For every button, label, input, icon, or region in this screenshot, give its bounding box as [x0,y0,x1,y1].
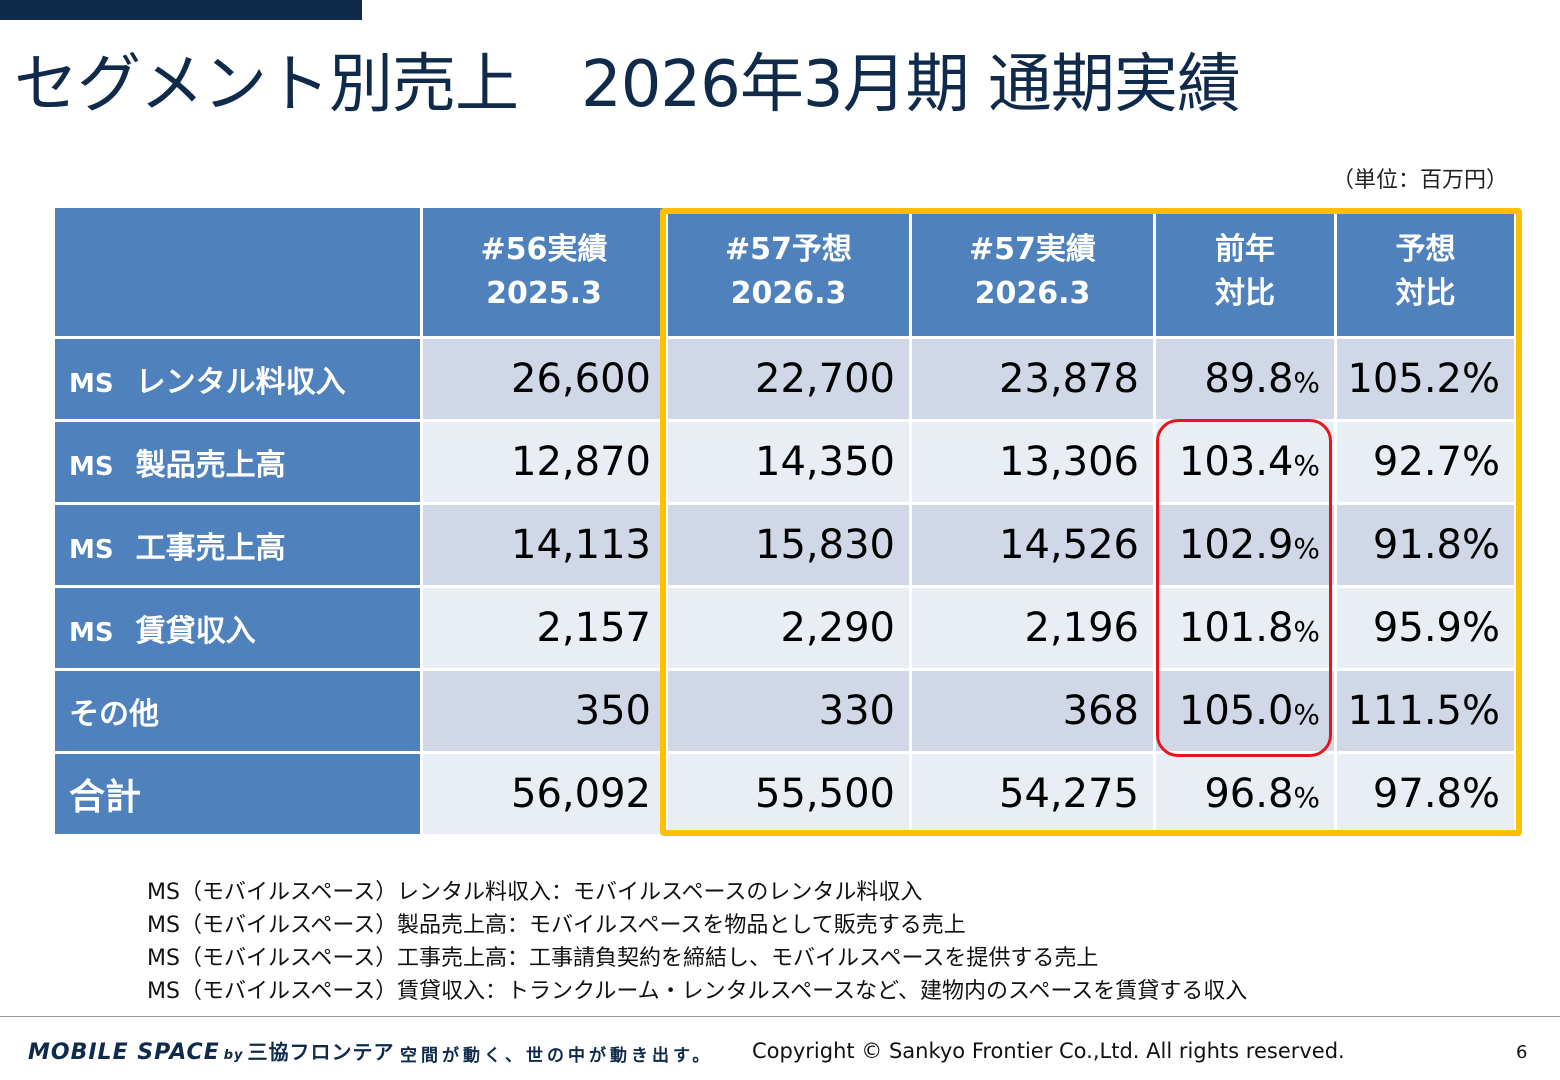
table-row: MS 工事売上高 14,113 15,830 14,526 102.9% 91.8… [55,502,1517,585]
cell-56-actual: 2,157 [423,585,668,668]
cell-57-actual: 368 [912,668,1156,751]
cell-yoy: 101.8% [1156,585,1337,668]
cell-57-actual: 2,196 [912,585,1156,668]
table-header-row: #56実績 2025.3 #57予想 2026.3 #57実績 2026.3 前年 対比… [55,208,1517,336]
table-row: MS 賃貸収入 2,157 2,290 2,196 101.8% 95.9% [55,585,1517,668]
top-accent-bar [0,0,362,20]
table-row: MS 製品売上高 12,870 14,350 13,306 103.4% 92.7… [55,419,1517,502]
cell-57-forecast: 55,500 [668,751,912,834]
page-number: 6 [1516,1042,1528,1063]
header-yoy: 前年 対比 [1156,208,1337,336]
footnote-item: MS（モバイルスペース）製品売上高：モバイルスペースを物品として販売する売上 [147,913,966,938]
header-57-forecast: #57予想 2026.3 [668,208,912,336]
cell-57-actual: 13,306 [912,419,1156,502]
cell-57-forecast: 14,350 [668,419,912,502]
company-logo: MOBILE SPACE by 三協フロンテア [28,1040,395,1065]
copyright: Copyright © Sankyo Frontier Co.,Ltd. All… [752,1039,1345,1063]
row-label: MS 工事売上高 [55,502,423,585]
cell-57-actual: 23,878 [912,336,1156,419]
cell-57-actual: 54,275 [912,751,1156,834]
cell-vs-forecast: 91.8% [1337,502,1517,585]
cell-56-actual: 14,113 [423,502,668,585]
footnotes: MS（モバイルスペース）レンタル料収入：モバイルスペースのレンタル料収入 MS（… [147,876,1247,1008]
page-title: セグメント別売上 2026年3月期 通期実績 [14,48,1241,122]
cell-57-forecast: 2,290 [668,585,912,668]
cell-57-forecast: 330 [668,668,912,751]
footnote-item: MS（モバイルスペース）工事売上高：工事請負契約を締結し、モバイルスペースを提供… [147,946,1099,971]
cell-57-forecast: 15,830 [668,502,912,585]
cell-yoy: 105.0% [1156,668,1337,751]
slogan: 空間が動く、世の中が動き出す。 [400,1046,714,1066]
table-row: その他 350 330 368 105.0% 111.5% [55,668,1517,751]
cell-56-actual: 56,092 [423,751,668,834]
header-vs-forecast: 予想 対比 [1337,208,1517,336]
header-56-actual: #56実績 2025.3 [423,208,668,336]
footnote-item: MS（モバイルスペース）レンタル料収入：モバイルスペースのレンタル料収入 [147,880,923,905]
cell-vs-forecast: 95.9% [1337,585,1517,668]
row-label: その他 [55,668,423,751]
row-label: MS 製品売上高 [55,419,423,502]
cell-yoy: 102.9% [1156,502,1337,585]
segment-sales-table: #56実績 2025.3 #57予想 2026.3 #57実績 2026.3 前年 対比… [55,208,1517,834]
cell-vs-forecast: 111.5% [1337,668,1517,751]
cell-vs-forecast: 97.8% [1337,751,1517,834]
cell-56-actual: 350 [423,668,668,751]
header-blank-cell [55,208,423,336]
row-label: MS 賃貸収入 [55,585,423,668]
header-57-actual: #57実績 2026.3 [912,208,1156,336]
footnote-item: MS（モバイルスペース）賃貸収入：トランクルーム・レンタルスペースなど、建物内の… [147,979,1248,1004]
row-label: 合計 [55,751,423,834]
cell-yoy: 96.8% [1156,751,1337,834]
row-label: MS レンタル料収入 [55,336,423,419]
cell-vs-forecast: 105.2% [1337,336,1517,419]
table-row: MS レンタル料収入 26,600 22,700 23,878 89.8% 105… [55,336,1517,419]
cell-57-actual: 14,526 [912,502,1156,585]
cell-yoy: 103.4% [1156,419,1337,502]
cell-yoy: 89.8% [1156,336,1337,419]
unit-label: （単位：百万円） [1331,168,1508,193]
cell-56-actual: 26,600 [423,336,668,419]
cell-vs-forecast: 92.7% [1337,419,1517,502]
footer-divider [0,1016,1560,1017]
cell-56-actual: 12,870 [423,419,668,502]
cell-57-forecast: 22,700 [668,336,912,419]
table-row-total: 合計 56,092 55,500 54,275 96.8% 97.8% [55,751,1517,834]
